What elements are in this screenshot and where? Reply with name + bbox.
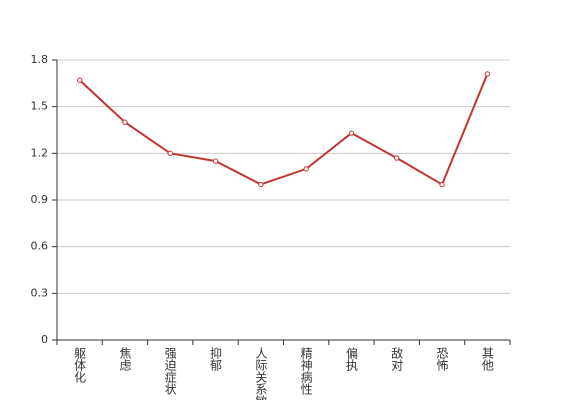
line bbox=[78, 73, 489, 186]
point bbox=[167, 150, 173, 157]
point bbox=[348, 130, 355, 136]
x-tick-label: 躯体化 bbox=[73, 346, 87, 384]
x-tick-label: 强迫症状 bbox=[163, 347, 177, 395]
point bbox=[212, 158, 219, 164]
point bbox=[484, 71, 491, 77]
y-tick-label: 0.6 bbox=[31, 240, 49, 253]
x-tick-label: 其他 bbox=[480, 347, 494, 371]
y-tick-label: 1.8 bbox=[31, 53, 49, 66]
x-tick-label: 偏执 bbox=[344, 346, 358, 372]
x-tick-label: 抑郁 bbox=[209, 346, 223, 372]
y-tick-label: 0.9 bbox=[31, 193, 49, 206]
x-tick-label: 敌对 bbox=[390, 346, 404, 371]
point bbox=[76, 77, 83, 83]
y-tick-label: 0 bbox=[41, 333, 48, 346]
point bbox=[122, 119, 128, 125]
y-tick-label: 1.5 bbox=[31, 100, 49, 113]
x-tick-label: 人际关系敏感 bbox=[254, 347, 268, 400]
x-tick-label: 精神病性 bbox=[299, 347, 313, 396]
y-tick-label: 0.3 bbox=[31, 286, 49, 299]
x-tick-label: 焦虑 bbox=[118, 347, 132, 371]
point bbox=[303, 166, 309, 172]
point bbox=[439, 181, 445, 188]
point bbox=[258, 181, 264, 188]
x-tick-label: 恐怖 bbox=[435, 347, 449, 371]
point bbox=[394, 155, 400, 161]
y-tick-label: 1.2 bbox=[31, 146, 49, 159]
